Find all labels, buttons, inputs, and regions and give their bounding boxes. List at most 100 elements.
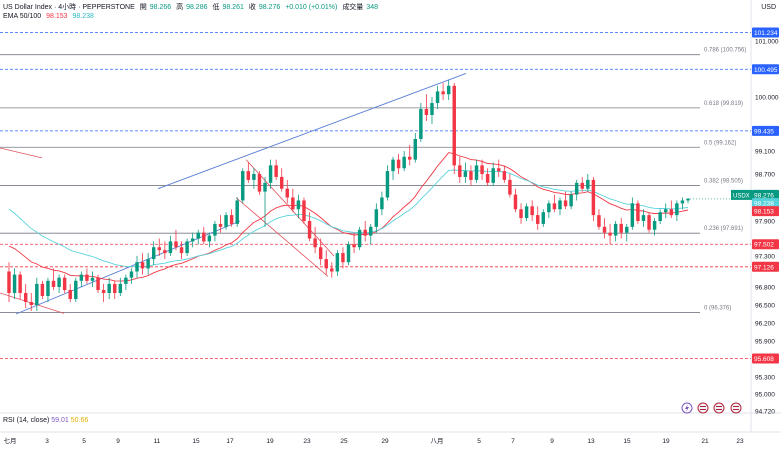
close-label: 收 <box>248 4 256 11</box>
candle-body <box>463 171 468 177</box>
rsi-header[interactable]: RSI (14, close) 59.01 50.66 <box>3 417 88 424</box>
candle-body <box>235 200 239 224</box>
candle-body <box>435 91 440 103</box>
candle-body <box>413 139 418 160</box>
price-tick-label: 97.300 <box>755 254 775 261</box>
time-tick-label: 11 <box>154 438 161 445</box>
candle-body <box>324 259 328 269</box>
resistance-price-text: 101.234 <box>754 30 778 37</box>
price-tick-label: 96.500 <box>755 303 775 310</box>
candle-body <box>458 165 462 177</box>
time-tick-label: 17 <box>226 438 234 445</box>
candle-body <box>157 247 161 251</box>
candle-body <box>313 238 317 248</box>
ema50-value: 98.153 <box>46 13 68 20</box>
candle-body <box>469 171 473 180</box>
candle-body <box>291 197 295 210</box>
candle-body <box>407 156 412 160</box>
price-tick-label: 95.300 <box>755 375 775 382</box>
candle-body <box>124 277 128 284</box>
candle-body <box>341 253 345 263</box>
candle-body <box>380 197 384 210</box>
candle-body <box>101 290 106 293</box>
volume-label: 成交量 <box>342 4 364 11</box>
time-tick-label: 19 <box>266 438 274 445</box>
flag-stripe <box>700 406 706 407</box>
symbol-header: US Dollar Index · 4小時 · PEPPERSTONE 開 98.… <box>3 3 381 12</box>
fib-level-label: 0.5 (99.162) <box>704 140 736 146</box>
ema-header[interactable]: EMA 50/100 98.153 98.238 <box>3 12 97 21</box>
support-price-text: 97.126 <box>754 264 774 271</box>
channel-upper-line <box>157 73 467 190</box>
candle-body <box>274 165 278 177</box>
ema100-line <box>8 169 689 268</box>
time-tick-label: 13 <box>587 438 595 445</box>
candle-body <box>391 159 395 172</box>
us-flag-icon <box>697 402 709 414</box>
us-flag-icon <box>730 402 742 414</box>
candle-body <box>480 165 484 174</box>
price-tick-label: 94.720 <box>755 409 775 416</box>
support-price-tag <box>752 239 779 250</box>
candle-body <box>652 221 657 230</box>
candle-body <box>502 171 507 180</box>
candle-body <box>636 203 640 221</box>
rsi-value: 59.01 <box>51 417 69 424</box>
candle-body <box>558 200 562 210</box>
symbol-tag-text: USDX <box>733 193 750 199</box>
candle-body <box>218 223 223 227</box>
trend-lines[interactable] <box>0 73 467 315</box>
symbol-title[interactable]: US Dollar Index · 4小時 · PEPPERSTONE <box>3 4 135 11</box>
rsi-label: RSI (14, close) <box>3 417 50 424</box>
price-tick-label: 98.700 <box>755 172 775 179</box>
candle-body <box>190 238 195 242</box>
price-tag <box>752 198 779 209</box>
price-tick-label: 97.900 <box>755 219 775 226</box>
candle-body <box>569 194 573 207</box>
candle-body <box>680 200 685 204</box>
candle-body <box>597 215 601 227</box>
event-icons[interactable] <box>681 402 742 414</box>
flag-stripe <box>716 409 722 410</box>
candle-body <box>246 171 251 180</box>
candle-body <box>135 262 139 272</box>
candle-body <box>530 206 534 216</box>
fib-level-label: 0 (96.376) <box>704 305 731 311</box>
candle-body <box>357 229 362 248</box>
time-tick-label: 29 <box>381 438 389 445</box>
ema-lines <box>8 152 689 282</box>
candle-body <box>474 165 479 180</box>
time-tick-label: 9 <box>550 438 554 445</box>
horizontal-levels[interactable] <box>0 32 751 359</box>
price-tick-label: 101.000 <box>755 39 779 46</box>
candle-body <box>241 171 245 201</box>
flag-stripe <box>733 409 739 410</box>
candle-body <box>669 209 674 216</box>
candle-body <box>57 277 61 287</box>
time-axis[interactable]: 七月 3 5 9 11 15 17 19 23 25 29 八月 5 7 9 13 15 19 21 23 <box>4 436 744 445</box>
fibonacci-levels[interactable]: 0.786 (100.756) 0.618 (99.819) 0.5 (99.162… <box>0 48 746 313</box>
support-price-text: 97.502 <box>754 242 774 249</box>
resistance-price-text: 99.435 <box>754 128 774 135</box>
price-axis[interactable]: 101.000 100.000 99.100 98.700 97.900 97.300 96… <box>755 39 779 416</box>
candle-body <box>151 247 156 260</box>
candle-body <box>285 188 290 198</box>
candle-body <box>441 91 445 95</box>
candle-body <box>12 274 17 293</box>
currency-label[interactable]: USD <box>761 4 776 11</box>
candle-body <box>485 174 490 183</box>
price-tag-text: 98.153 <box>754 209 774 216</box>
support-price-text: 95.608 <box>754 356 774 363</box>
candles <box>7 80 690 311</box>
price-tags: 101.234 100.495 99.435 97.502 97.126 95.608 US… <box>690 27 779 364</box>
candle-body <box>385 171 390 198</box>
candle-body <box>396 159 401 169</box>
open-label: 開 <box>139 4 147 11</box>
candle-body <box>369 226 373 236</box>
time-tick-label: 9 <box>116 438 120 445</box>
price-tick-label: 99.100 <box>755 149 775 156</box>
resistance-price-tag <box>752 125 779 136</box>
candle-body <box>23 293 28 302</box>
